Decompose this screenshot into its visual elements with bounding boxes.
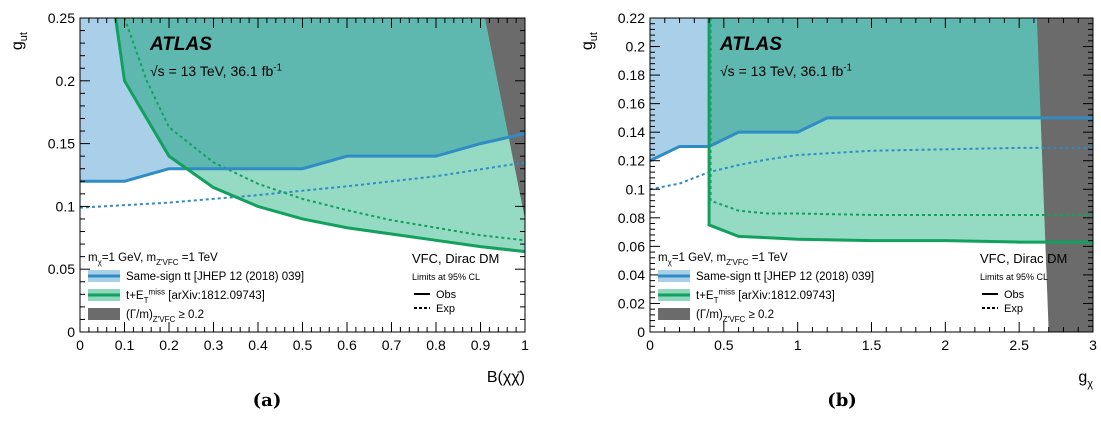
legend-obs-label: Obs: [436, 289, 457, 301]
x-tick-label: 1.5: [862, 337, 882, 353]
same-sign-observed-line: [650, 116, 1093, 163]
model-label: VFC, Dirac DM: [980, 251, 1067, 266]
atlas-label: ATLAS: [149, 34, 212, 55]
y-tick-label: 0.05: [48, 261, 75, 277]
x-tick-label: 1: [794, 337, 802, 353]
x-axis-title: B(χχ̄): [487, 369, 525, 386]
model-label: VFC, Dirac DM: [412, 251, 499, 266]
y-tick-label: 0: [637, 324, 645, 340]
x-tick-label: 0.1: [115, 337, 135, 353]
monotop-expected-line: [123, 18, 525, 242]
legend-label-same-sign: Same-sign tt [JHEP 12 (2018) 039]: [126, 271, 304, 283]
x-tick-label: 0.3: [204, 337, 224, 353]
legend-label-same-sign: Same-sign tt [JHEP 12 (2018) 039]: [696, 271, 874, 283]
x-tick-label: 3: [1089, 337, 1097, 353]
y-tick-label: 0.22: [618, 10, 645, 26]
x-tick-label: 0: [76, 337, 84, 353]
same-sign-observed-line: [80, 132, 525, 183]
x-tick-label: 1: [521, 337, 529, 353]
x-tick-label: 2.5: [1009, 337, 1029, 353]
x-tick-label: 0.7: [382, 337, 402, 353]
legend-obs-label: Obs: [1004, 289, 1025, 301]
monotop-observed-line: [114, 18, 525, 254]
y-axis-title: gut: [579, 32, 600, 50]
energy-lumi-label: √s = 13 TeV, 36.1 fb-1​: [720, 62, 852, 79]
y-tick-label: 0.18: [618, 67, 645, 83]
legend-swatch-width: [88, 308, 120, 320]
y-tick-label: 0: [67, 324, 75, 340]
cl-label: Limits at 95% CL: [980, 272, 1048, 282]
legend-exp-label: Exp: [436, 303, 455, 315]
same-sign-expected-line: [650, 146, 1093, 191]
legend-swatch-width: [658, 308, 690, 320]
panel-caption: (a): [253, 390, 282, 411]
y-tick-label: 0.14: [618, 124, 645, 140]
y-tick-label: 0.04: [618, 267, 645, 283]
x-tick-label: 2: [941, 337, 949, 353]
y-tick-label: 0.15: [48, 136, 75, 152]
legend-label-monotop: t+ET​miss​ [arXiv:1812.09743]: [696, 287, 835, 305]
cl-label: Limits at 95% CL: [412, 272, 480, 282]
energy-lumi-label: √s = 13 TeV, 36.1 fb-1​: [150, 62, 282, 79]
monotop-observed-line: [707, 18, 1093, 244]
x-tick-label: 0.6: [337, 337, 357, 353]
legend-label-width: (Γ/m)Z'VFC​ ≥ 0.2: [696, 309, 774, 324]
legend-label-width: (Γ/m)Z'VFC​ ≥ 0.2: [126, 309, 204, 324]
mass-label: mχ​=1 GeV, mZ'VFC​ =1 TeV: [658, 252, 788, 267]
plot-area: [80, 18, 525, 254]
y-tick-label: 0.2: [626, 39, 646, 55]
width-excluded-region: [484, 18, 525, 219]
y-tick-label: 0.25: [48, 10, 75, 26]
y-tick-label: 0.1: [626, 181, 646, 197]
width-excluded-region: [1036, 18, 1093, 332]
y-tick-label: 0.02: [618, 295, 645, 311]
x-tick-label: 0.9: [471, 337, 491, 353]
y-axis-title: gut: [9, 32, 30, 50]
panel-caption: (b): [827, 390, 857, 411]
y-tick-label: 0.08: [618, 210, 645, 226]
x-tick-label: 0.4: [248, 337, 268, 353]
x-axis-title: gχ: [1078, 369, 1093, 390]
chart-panel-a: 0 0.1 0.2 0.3 0.4 0.5 0.6 0.7 0.8 0.9 1 0 0.05 0.1 0.1…: [9, 10, 529, 411]
y-tick-label: 0.16: [618, 96, 645, 112]
y-tick-label: 0.1: [56, 198, 76, 214]
x-tick-label: 0.5: [293, 337, 313, 353]
y-tick-label: 0.06: [618, 238, 645, 254]
x-tick-label: 0: [646, 337, 654, 353]
atlas-label: ATLAS: [719, 34, 782, 55]
chart-panel-b: 0 0.5 1 1.5 2 2.5 3 0 0.02 0.04 0.06 0.08 0.1 0.12 0.1…: [579, 10, 1097, 411]
overlap-excluded-region: [115, 18, 525, 182]
x-tick-label: 0.2: [159, 337, 179, 353]
monotop-expected-line: [709, 18, 1093, 216]
x-tick-label: 0.5: [714, 337, 734, 353]
legend-exp-label: Exp: [1004, 303, 1023, 315]
y-tick-label: 0.12: [618, 153, 645, 169]
mass-label: mχ​=1 GeV, mZ'VFC​ =1 TeV: [88, 252, 218, 267]
y-tick-label: 0.2: [56, 73, 76, 89]
x-tick-label: 0.8: [426, 337, 446, 353]
plot-area: [650, 18, 1093, 332]
same-sign-expected-line: [80, 161, 525, 209]
legend-label-monotop: t+ET​miss​ [arXiv:1812.09743]: [126, 287, 265, 305]
